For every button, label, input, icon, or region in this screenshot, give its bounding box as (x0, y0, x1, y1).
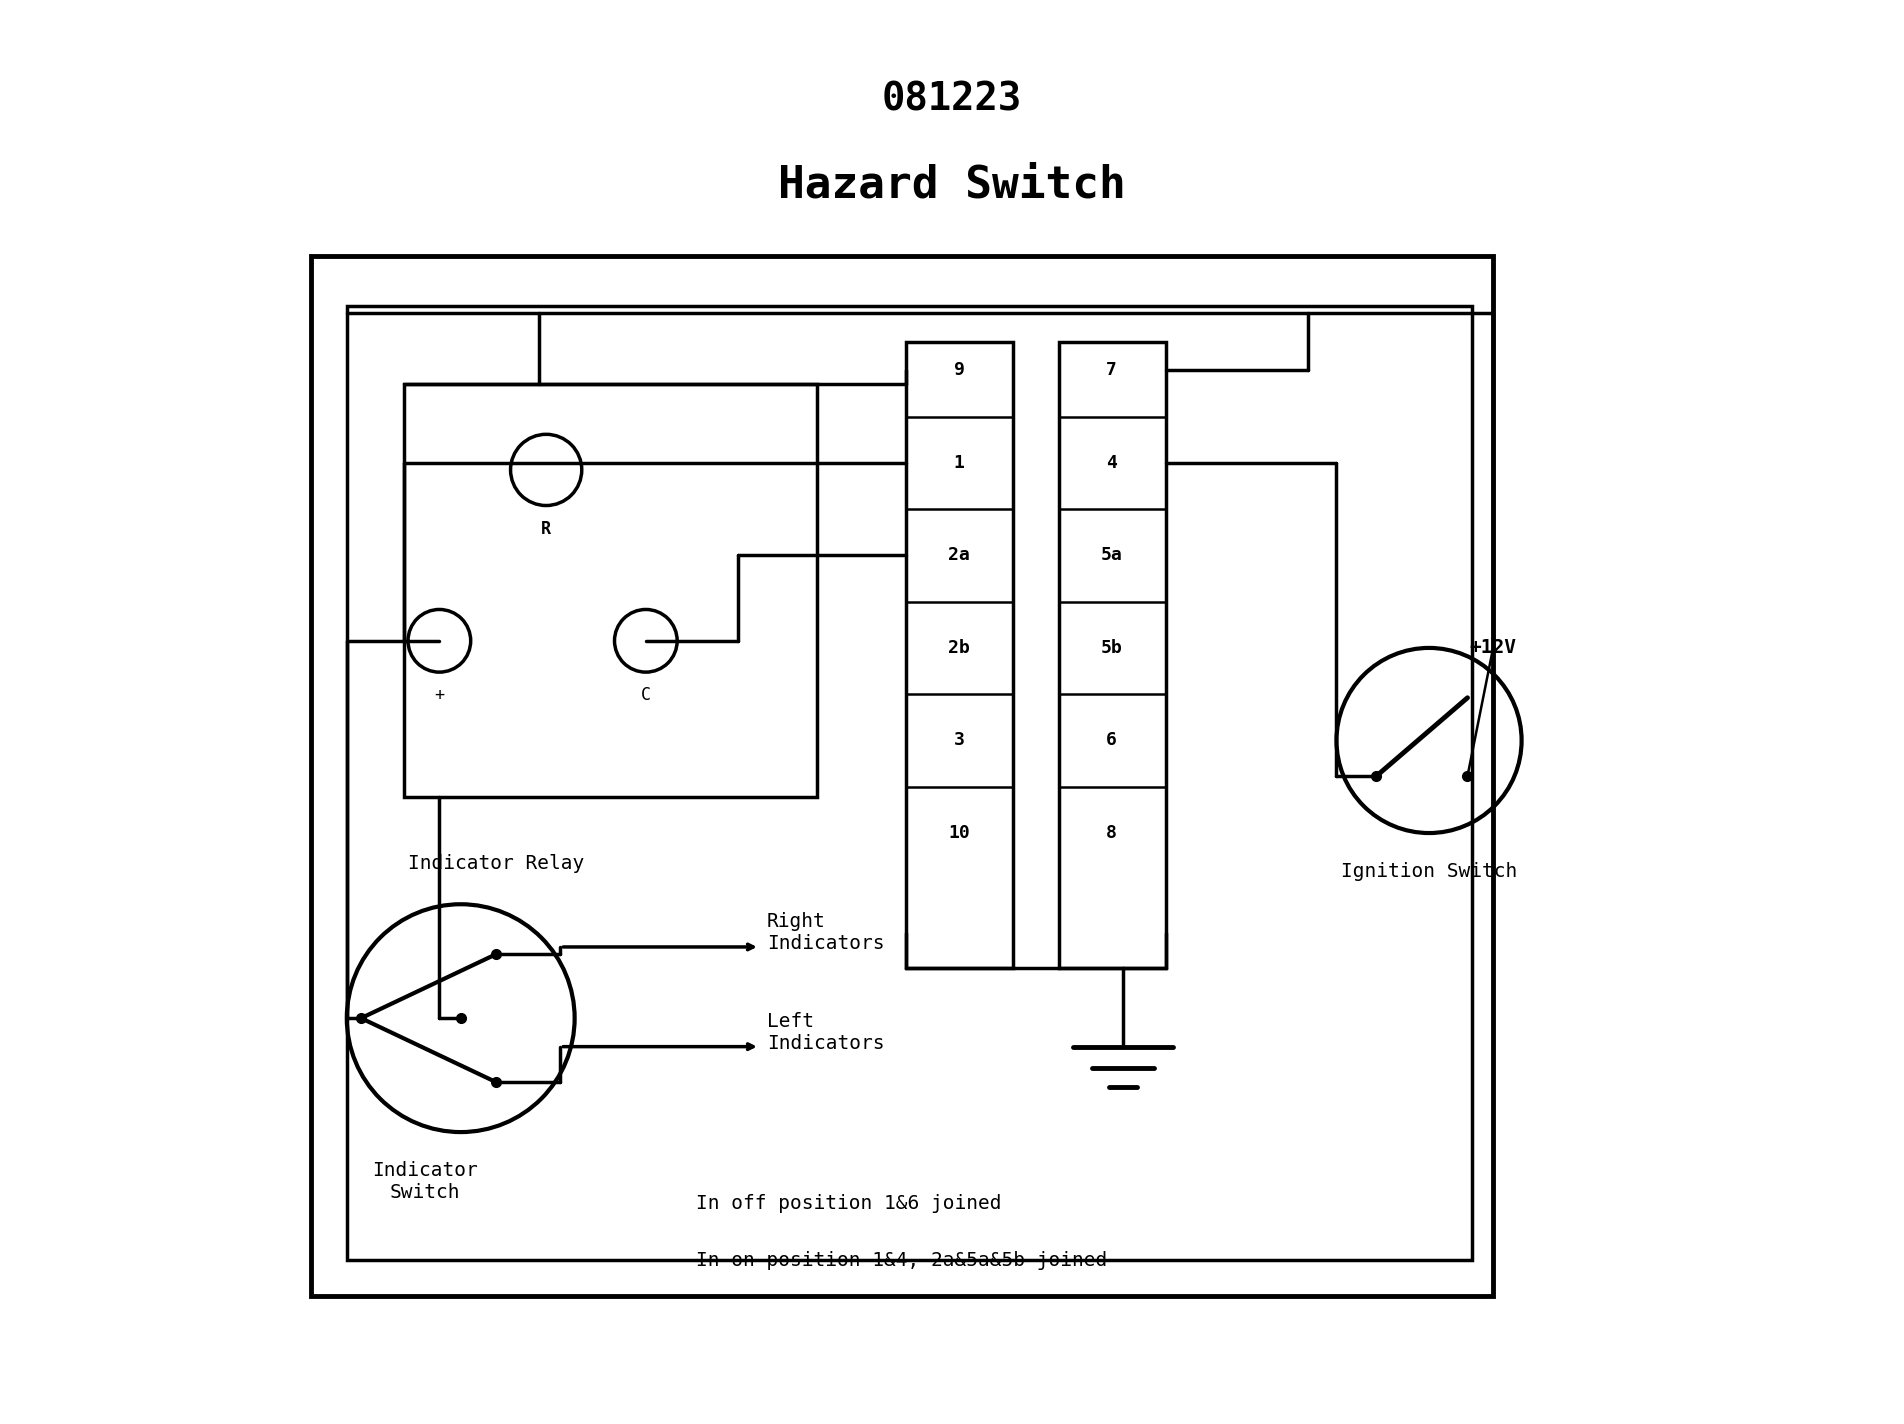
Text: Ignition Switch: Ignition Switch (1340, 862, 1517, 880)
Bar (310, 256, 1493, 1296)
Text: In off position 1&6 joined: In off position 1&6 joined (695, 1193, 1002, 1213)
Bar (906, 342, 1013, 968)
Text: In on position 1&4, 2a&5a&5b joined: In on position 1&4, 2a&5a&5b joined (695, 1250, 1106, 1270)
Text: 10: 10 (948, 824, 969, 842)
Text: 8: 8 (1106, 824, 1118, 842)
Text: 5a: 5a (1101, 547, 1121, 564)
Text: 2a: 2a (948, 547, 969, 564)
Text: Right
Indicators: Right Indicators (767, 913, 883, 953)
Text: 1: 1 (954, 454, 965, 471)
Text: Indicator
Switch: Indicator Switch (373, 1161, 478, 1202)
Text: 2b: 2b (948, 639, 969, 656)
Bar (347, 306, 1472, 1260)
Text: +: + (434, 686, 444, 705)
Bar (404, 384, 817, 797)
Text: Hazard Switch: Hazard Switch (779, 164, 1125, 206)
Text: 3: 3 (954, 732, 965, 749)
Text: 6: 6 (1106, 732, 1118, 749)
Text: 5b: 5b (1101, 639, 1121, 656)
Bar (1059, 342, 1165, 968)
Text: Left
Indicators: Left Indicators (767, 1012, 883, 1052)
Text: R: R (541, 520, 550, 538)
Text: Indicator Relay: Indicator Relay (407, 854, 585, 873)
Text: +12V: +12V (1470, 638, 1517, 658)
Text: 4: 4 (1106, 454, 1118, 471)
Text: 7: 7 (1106, 362, 1118, 379)
Text: 081223: 081223 (882, 81, 1022, 118)
Text: 9: 9 (954, 362, 965, 379)
Text: C: C (642, 686, 651, 705)
